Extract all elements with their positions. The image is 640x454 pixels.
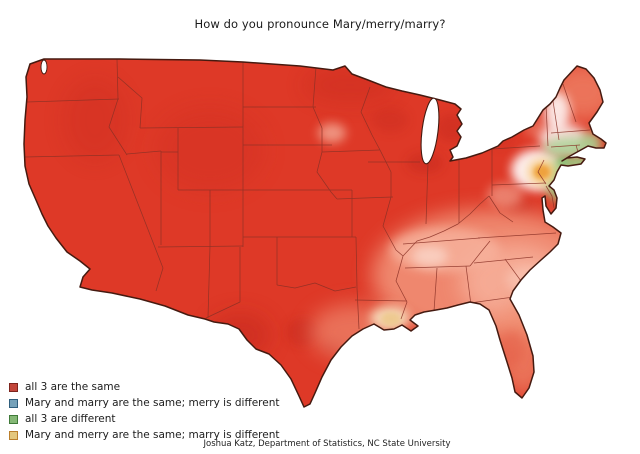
- wisconsin-dark-patch: [372, 108, 408, 132]
- legend-label: Mary and marry are the same; merry is di…: [25, 397, 280, 409]
- west-virginia-light-spot: [487, 183, 523, 207]
- red-swatch-icon: [9, 382, 18, 392]
- state-borders: [24, 59, 591, 330]
- green-swatch-icon: [9, 414, 18, 424]
- legend-label: all 3 are different: [25, 413, 116, 425]
- coastal-carolina-pale-region: [506, 266, 550, 294]
- lake-michigan: [420, 97, 440, 165]
- tennessee-kentucky-light-region: [390, 228, 500, 272]
- nashville-pale-spot: [412, 246, 448, 266]
- legend-label: all 3 are the same: [25, 381, 121, 393]
- new-orleans-hotspot: [381, 312, 401, 326]
- tampa-dark-spot: [500, 330, 524, 366]
- legend-item-all-same: all 3 are the same: [9, 381, 279, 393]
- northwest-dark-patch: [63, 78, 127, 162]
- blue-swatch-icon: [9, 398, 18, 408]
- mountain-west-dark-patch: [155, 108, 265, 192]
- map-color-field: [24, 59, 606, 407]
- philadelphia-hotspot: [534, 165, 550, 179]
- tan-swatch-icon: [9, 430, 18, 440]
- map-outline: [23, 58, 607, 408]
- legend-item-all-different: all 3 are different: [9, 413, 279, 425]
- nyc-green-spot: [557, 157, 569, 167]
- legend-item-merry-different: Mary and marry are the same; merry is di…: [9, 397, 279, 409]
- boston-green-spot: [581, 133, 601, 149]
- attribution-text: Joshua Katz, Department of Statistics, N…: [203, 439, 451, 449]
- southern-minnesota-pale-spot: [318, 123, 346, 143]
- legend-label: Mary and merry are the same; marry is di…: [25, 429, 280, 441]
- page-title: How do you pronounce Mary/merry/marry?: [194, 17, 446, 31]
- legend: all 3 are the same Mary and marry are th…: [9, 381, 279, 441]
- puget-sound: [40, 59, 48, 75]
- michigan-dark-patch: [436, 114, 468, 142]
- legend-item-marry-different: Mary and merry are the same; marry is di…: [9, 429, 279, 441]
